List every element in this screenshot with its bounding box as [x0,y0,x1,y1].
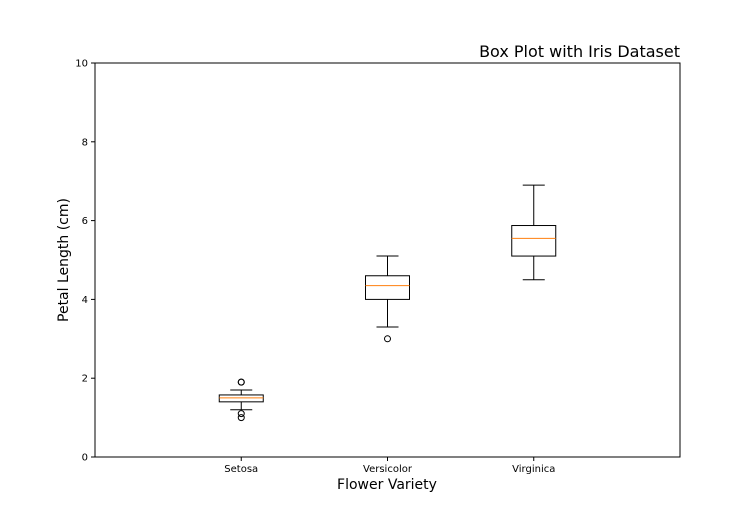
box-setosa [218,378,264,422]
box-series [218,184,557,422]
outlier-point [237,414,245,422]
x-tick-label: Virginica [512,464,555,475]
y-axis: 0 2 4 6 8 10 [75,59,95,464]
y-tick-label: 6 [82,216,88,227]
box-versicolor [365,255,410,343]
y-tick-label: 10 [75,59,88,70]
y-tick-label: 2 [82,374,88,385]
outlier-point [237,410,245,418]
iqr-box [365,275,410,300]
box-virginica [511,184,557,281]
y-axis-title: Petal Length (cm) [56,198,72,322]
y-tick-label: 0 [82,453,88,464]
chart-title: Box Plot with Iris Dataset [479,42,680,61]
x-axis: Setosa Versicolor Virginica [224,457,555,475]
x-axis-title: Flower Variety [337,477,437,493]
iqr-box [511,225,557,257]
x-tick-label: Versicolor [363,464,413,475]
outlier-point [237,378,245,386]
outlier-point [384,335,391,343]
y-tick-label: 4 [82,295,88,306]
y-tick-label: 8 [82,137,88,148]
x-tick-label: Setosa [224,464,258,475]
